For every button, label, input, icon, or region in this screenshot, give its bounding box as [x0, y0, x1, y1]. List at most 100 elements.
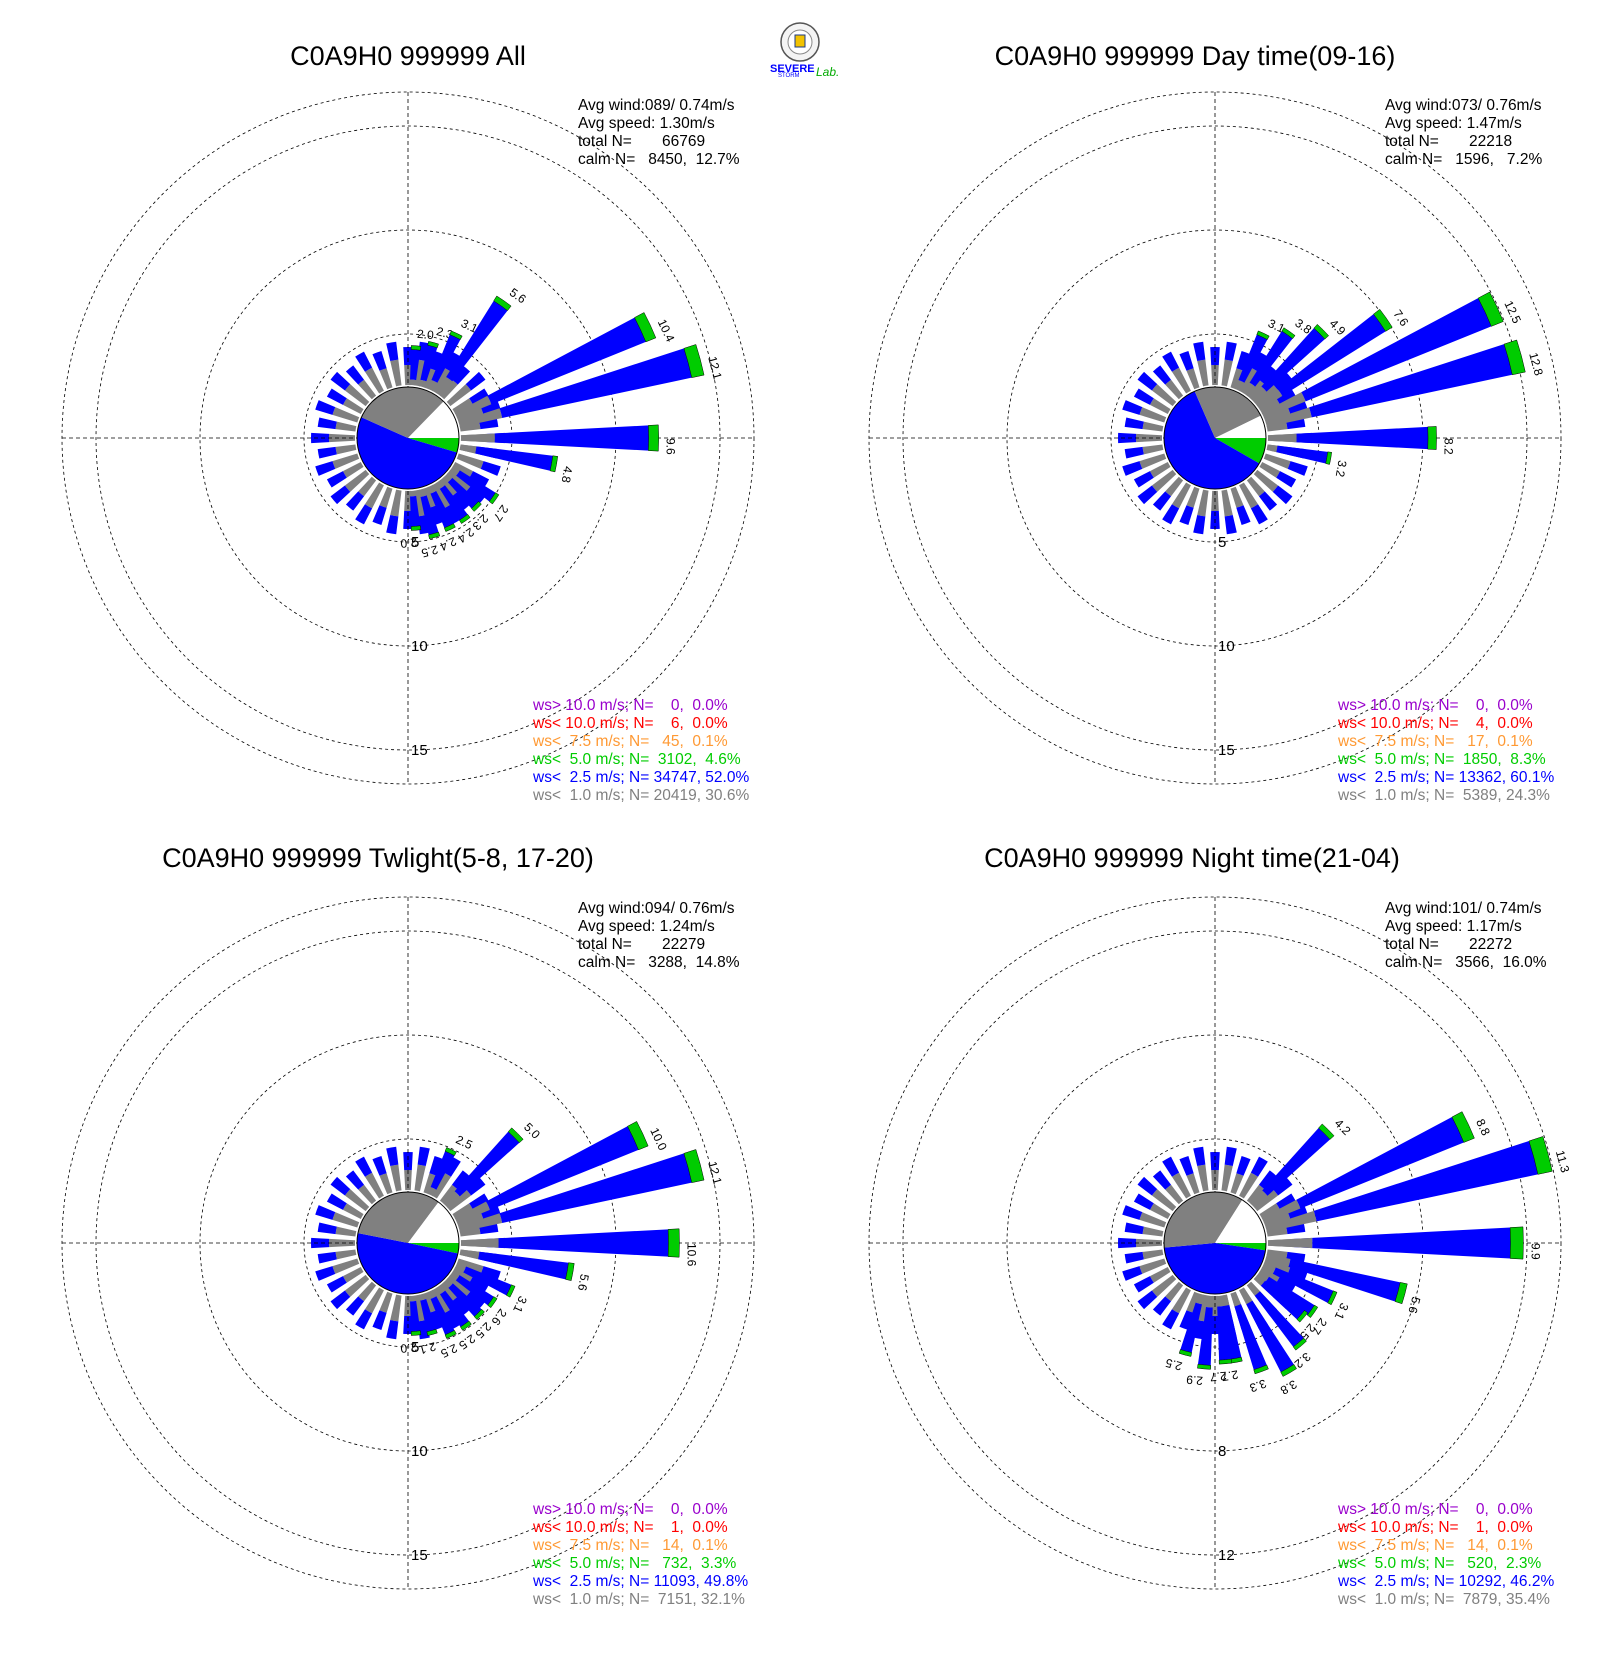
spoke-tip — [1287, 1205, 1308, 1220]
bar-label: 3.8 — [1278, 1377, 1300, 1398]
bar-label: 2.1 — [417, 1339, 437, 1357]
bar-segment-lt25 — [410, 1300, 421, 1332]
bar-segment-lt1 — [1206, 1295, 1214, 1308]
ring-label: 15 — [1218, 742, 1235, 759]
spoke — [439, 476, 458, 497]
spoke — [1139, 407, 1167, 423]
legend-entry: ws< 7.5 m/s; N= 45, 0.1% — [532, 733, 728, 750]
spoke — [1263, 1212, 1291, 1228]
bar-segment-lt5 — [549, 455, 558, 473]
bar-segment-lt25 — [420, 1298, 437, 1332]
spoke — [332, 1212, 360, 1228]
bar-label: 2.4 — [437, 534, 458, 554]
bar-segment-lt25 — [1276, 445, 1328, 464]
spoke — [1239, 367, 1259, 394]
bar-segment-lt25 — [1277, 314, 1386, 396]
bar-label: 9.6 — [664, 438, 678, 455]
bar-label: 10.4 — [655, 317, 678, 344]
spoke-tip — [451, 1170, 471, 1190]
spoke — [335, 421, 357, 432]
legend-entry: ws> 10.0 m/s; N= 0, 0.0% — [532, 697, 728, 714]
spoke — [1197, 359, 1209, 387]
data-bars: 4.2 8.811.39.95.63.12.72.53.23.83.32.72.7… — [1164, 1111, 1572, 1398]
spoke — [1171, 1287, 1191, 1314]
spoke-tip — [1179, 505, 1194, 526]
ring-label: 5 — [1218, 534, 1226, 551]
spoke-tip — [1122, 461, 1143, 476]
spoke-tip — [1276, 388, 1297, 405]
spoke-tip — [330, 1290, 351, 1310]
spoke-tip — [1258, 491, 1278, 511]
spoke-tip — [1133, 388, 1154, 405]
bar-segment-lt5 — [1451, 1111, 1475, 1143]
bar-label: 4.2 — [1332, 1116, 1354, 1138]
legend-entry: ws< 10.0 m/s; N= 1, 0.0% — [532, 1519, 728, 1536]
bar-segment-lt25 — [439, 1290, 469, 1327]
bar-segment-lt1 — [436, 376, 453, 397]
bar-segment-lt1 — [1261, 1199, 1301, 1224]
legend-entry: ws< 2.5 m/s; N= 11093, 49.8% — [532, 1573, 748, 1590]
legend-entry: ws< 5.0 m/s; N= 520, 2.3% — [1337, 1555, 1542, 1572]
center-pie — [1163, 1191, 1267, 1295]
spoke-tip — [1118, 432, 1137, 444]
info-line: calm N= 1596, 7.2% — [1385, 151, 1542, 168]
bar-segment-lt25 — [1313, 1140, 1538, 1222]
bar-segment-lt5 — [410, 1330, 422, 1336]
spoke-tip — [355, 504, 373, 525]
bar-label: 2.5 — [456, 1331, 478, 1352]
bar-segment-lt1 — [1267, 1237, 1313, 1249]
pie-slice-lt1 — [357, 1192, 439, 1243]
legend-entry: ws< 2.5 m/s; N= 10292, 46.2% — [1337, 1573, 1554, 1590]
spoke-tip — [326, 471, 347, 488]
bar-segment-lt5 — [667, 1228, 680, 1258]
pie-slice-lt5 — [408, 1243, 459, 1254]
spoke — [1171, 482, 1191, 509]
spoke-tip — [1250, 1156, 1268, 1177]
pie-slice-calm — [1215, 1199, 1266, 1243]
spoke — [1151, 469, 1177, 492]
pie-slice-lt5 — [1215, 438, 1266, 464]
spoke — [335, 444, 357, 455]
spoke — [1197, 1164, 1209, 1192]
bar-segment-lt5 — [1327, 1290, 1338, 1306]
spoke-tip — [1133, 1193, 1154, 1210]
spoke — [1239, 482, 1259, 509]
bar-label: 2.0 — [417, 327, 435, 342]
spoke-tip — [1287, 461, 1308, 476]
spoke-tip — [1179, 1155, 1194, 1176]
spoke — [344, 1189, 370, 1212]
spoke-tip — [1276, 1193, 1297, 1210]
legend-entry: ws< 10.0 m/s; N= 4, 0.0% — [1337, 715, 1533, 732]
bar-label: 2.4 — [455, 525, 477, 546]
bar-segment-lt1 — [1261, 1262, 1276, 1274]
legend-entry: ws< 5.0 m/s; N= 1850, 8.3% — [1337, 751, 1546, 768]
bar-label: 9.9 — [1528, 1243, 1542, 1260]
spoke-tip — [451, 491, 471, 511]
spoke-tip — [469, 388, 490, 405]
pie-slice-lt25 — [356, 1233, 458, 1295]
spoke-tip — [443, 504, 461, 525]
bar-label: 11.3 — [1553, 1149, 1572, 1175]
spoke — [342, 1267, 364, 1283]
spoke-tip — [1179, 350, 1194, 371]
info-line: Avg wind:089/ 0.74m/s — [578, 97, 735, 114]
spoke — [439, 1184, 458, 1205]
bar-label: 2.5 — [454, 1132, 475, 1152]
bar-segment-lt1 — [419, 1293, 427, 1301]
ring-label: 5 — [411, 534, 419, 551]
spoke-tip — [1224, 514, 1237, 535]
bar-segment-lt25 — [410, 349, 421, 381]
bar-segment-lt5 — [444, 1330, 457, 1339]
legend-entry: ws> 10.0 m/s; N= 0, 0.0% — [532, 1501, 728, 1518]
spoke — [1221, 359, 1233, 387]
spoke-tip — [465, 485, 486, 505]
spoke-tip — [451, 365, 471, 385]
bar-label: 5.6 — [1405, 1295, 1423, 1315]
bar-label: 2.7 — [490, 502, 511, 524]
spoke-tip — [1236, 350, 1251, 371]
bar-label: 2.9 — [1185, 1372, 1203, 1387]
spoke — [1165, 379, 1184, 400]
spoke-tip — [345, 365, 365, 385]
bar-segment-lt1 — [449, 1271, 460, 1281]
